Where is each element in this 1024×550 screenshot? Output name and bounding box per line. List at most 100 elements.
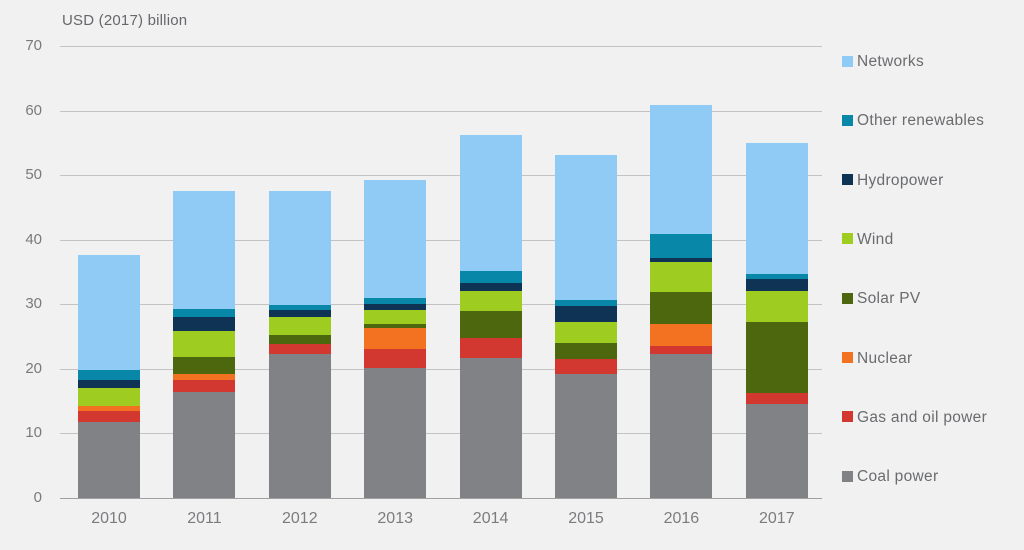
bar-segment-networks-2016	[650, 105, 712, 234]
legend-swatch-icon	[842, 292, 853, 304]
bar-segment-wind-2011	[173, 331, 235, 357]
bar-segment-solar-pv-2017	[746, 322, 808, 393]
bar-segment-solar-pv-2012	[269, 335, 331, 344]
bar-segment-solar-pv-2014	[460, 311, 522, 338]
legend-label: Networks	[857, 53, 924, 70]
y-tick-label-40: 40	[25, 231, 42, 248]
bar-segment-coal-power-2010	[78, 422, 140, 498]
x-tick-label-2017: 2017	[759, 510, 795, 527]
y-tick-label-70: 70	[25, 37, 42, 54]
bar-segment-nuclear-2010	[78, 406, 140, 411]
bar-segment-other-renewables-2014	[460, 271, 522, 283]
bar-segment-networks-2015	[555, 155, 617, 300]
bar-segment-coal-power-2011	[173, 392, 235, 498]
bar-segment-solar-pv-2013	[364, 324, 426, 328]
bar-segment-other-renewables-2015	[555, 300, 617, 306]
legend-item-coal-power: Coal power	[842, 468, 938, 486]
x-tick-label-2011: 2011	[187, 510, 222, 527]
legend-item-wind: Wind	[842, 231, 894, 249]
bar-segment-coal-power-2016	[650, 354, 712, 498]
bar-segment-wind-2010	[78, 388, 140, 406]
legend-item-hydropower: Hydropower	[842, 172, 944, 190]
plot-area	[60, 46, 822, 499]
legend-item-gas-and-oil-power: Gas and oil power	[842, 409, 987, 427]
bar-segment-coal-power-2015	[555, 374, 617, 498]
bar-segment-nuclear-2011	[173, 374, 235, 380]
bar-segment-hydropower-2016	[650, 258, 712, 262]
bar-segment-networks-2014	[460, 135, 522, 271]
bar-segment-networks-2012	[269, 191, 331, 305]
bar-segment-wind-2012	[269, 317, 331, 335]
bar-segment-networks-2013	[364, 180, 426, 298]
legend-label: Hydropower	[857, 171, 944, 189]
bar-segment-gas-and-oil-power-2013	[364, 349, 426, 368]
bar-segment-networks-2010	[78, 255, 140, 370]
legend-label: Other renewables	[857, 112, 985, 130]
y-tick-label-0: 0	[33, 489, 42, 506]
gridline-20	[60, 369, 822, 370]
y-tick-label-10: 10	[25, 424, 42, 441]
x-tick-label-2014: 2014	[472, 510, 509, 527]
bar-segment-hydropower-2010	[78, 380, 140, 388]
legend-swatch-icon	[842, 352, 853, 363]
legend-swatch-icon	[842, 233, 853, 245]
bar-segment-hydropower-2012	[269, 310, 331, 317]
bar-segment-gas-and-oil-power-2017	[746, 393, 808, 404]
bar-segment-nuclear-2016	[650, 324, 712, 346]
bar-segment-gas-and-oil-power-2012	[269, 344, 331, 354]
y-tick-label-50: 50	[25, 166, 42, 183]
bar-segment-coal-power-2014	[460, 358, 522, 498]
bar-segment-coal-power-2013	[364, 368, 426, 498]
bar-segment-gas-and-oil-power-2014	[460, 338, 522, 358]
bar-segment-gas-and-oil-power-2010	[78, 411, 140, 422]
bar-segment-hydropower-2014	[460, 283, 522, 291]
x-tick-label-2015: 2015	[568, 510, 604, 527]
bar-segment-gas-and-oil-power-2016	[650, 346, 712, 354]
chart-title: USD (2017) billion	[62, 12, 188, 29]
legend-item-networks: Networks	[842, 53, 924, 71]
x-tick-label-2013: 2013	[377, 510, 413, 527]
gridline-50	[60, 175, 822, 176]
bar-segment-nuclear-2013	[364, 328, 426, 349]
bar-segment-wind-2015	[555, 322, 617, 343]
legend-label: Nuclear	[857, 349, 913, 367]
bar-segment-coal-power-2017	[746, 404, 808, 498]
x-tick-label-2016: 2016	[663, 510, 700, 527]
legend-swatch-icon	[842, 55, 853, 67]
legend-swatch-icon	[842, 174, 853, 186]
legend-label: Solar PV	[857, 290, 921, 308]
bar-segment-solar-pv-2016	[650, 292, 712, 324]
gridline-70	[60, 46, 822, 47]
legend-swatch-icon	[842, 470, 853, 482]
bar-segment-hydropower-2011	[173, 317, 235, 331]
gridline-10	[60, 433, 822, 434]
legend-swatch-icon	[842, 114, 853, 126]
bar-segment-hydropower-2013	[364, 304, 426, 310]
legend-item-nuclear: Nuclear	[842, 350, 913, 368]
y-tick-label-30: 30	[25, 295, 42, 312]
legend-item-other-renewables: Other renewables	[842, 112, 984, 130]
bar-segment-wind-2017	[746, 291, 808, 322]
y-tick-label-20: 20	[25, 360, 42, 377]
bar-segment-gas-and-oil-power-2015	[555, 359, 617, 374]
bar-segment-hydropower-2017	[746, 279, 808, 291]
legend-label: Gas and oil power	[857, 408, 988, 426]
gridline-0	[60, 498, 822, 499]
bar-segment-other-renewables-2010	[78, 370, 140, 380]
legend-swatch-icon	[842, 411, 853, 423]
bar-segment-other-renewables-2012	[269, 305, 331, 310]
bar-segment-networks-2011	[173, 191, 235, 309]
gridline-40	[60, 240, 822, 241]
bar-segment-gas-and-oil-power-2011	[173, 380, 235, 392]
bar-segment-wind-2014	[460, 291, 522, 311]
bar-segment-coal-power-2012	[269, 354, 331, 498]
gridline-60	[60, 111, 822, 112]
legend-item-solar-pv: Solar PV	[842, 290, 921, 308]
bar-segment-wind-2016	[650, 262, 712, 292]
bar-segment-other-renewables-2017	[746, 274, 808, 279]
gridline-30	[60, 304, 822, 305]
bar-segment-wind-2013	[364, 310, 426, 324]
bar-segment-other-renewables-2016	[650, 234, 712, 258]
bar-segment-other-renewables-2013	[364, 298, 426, 304]
